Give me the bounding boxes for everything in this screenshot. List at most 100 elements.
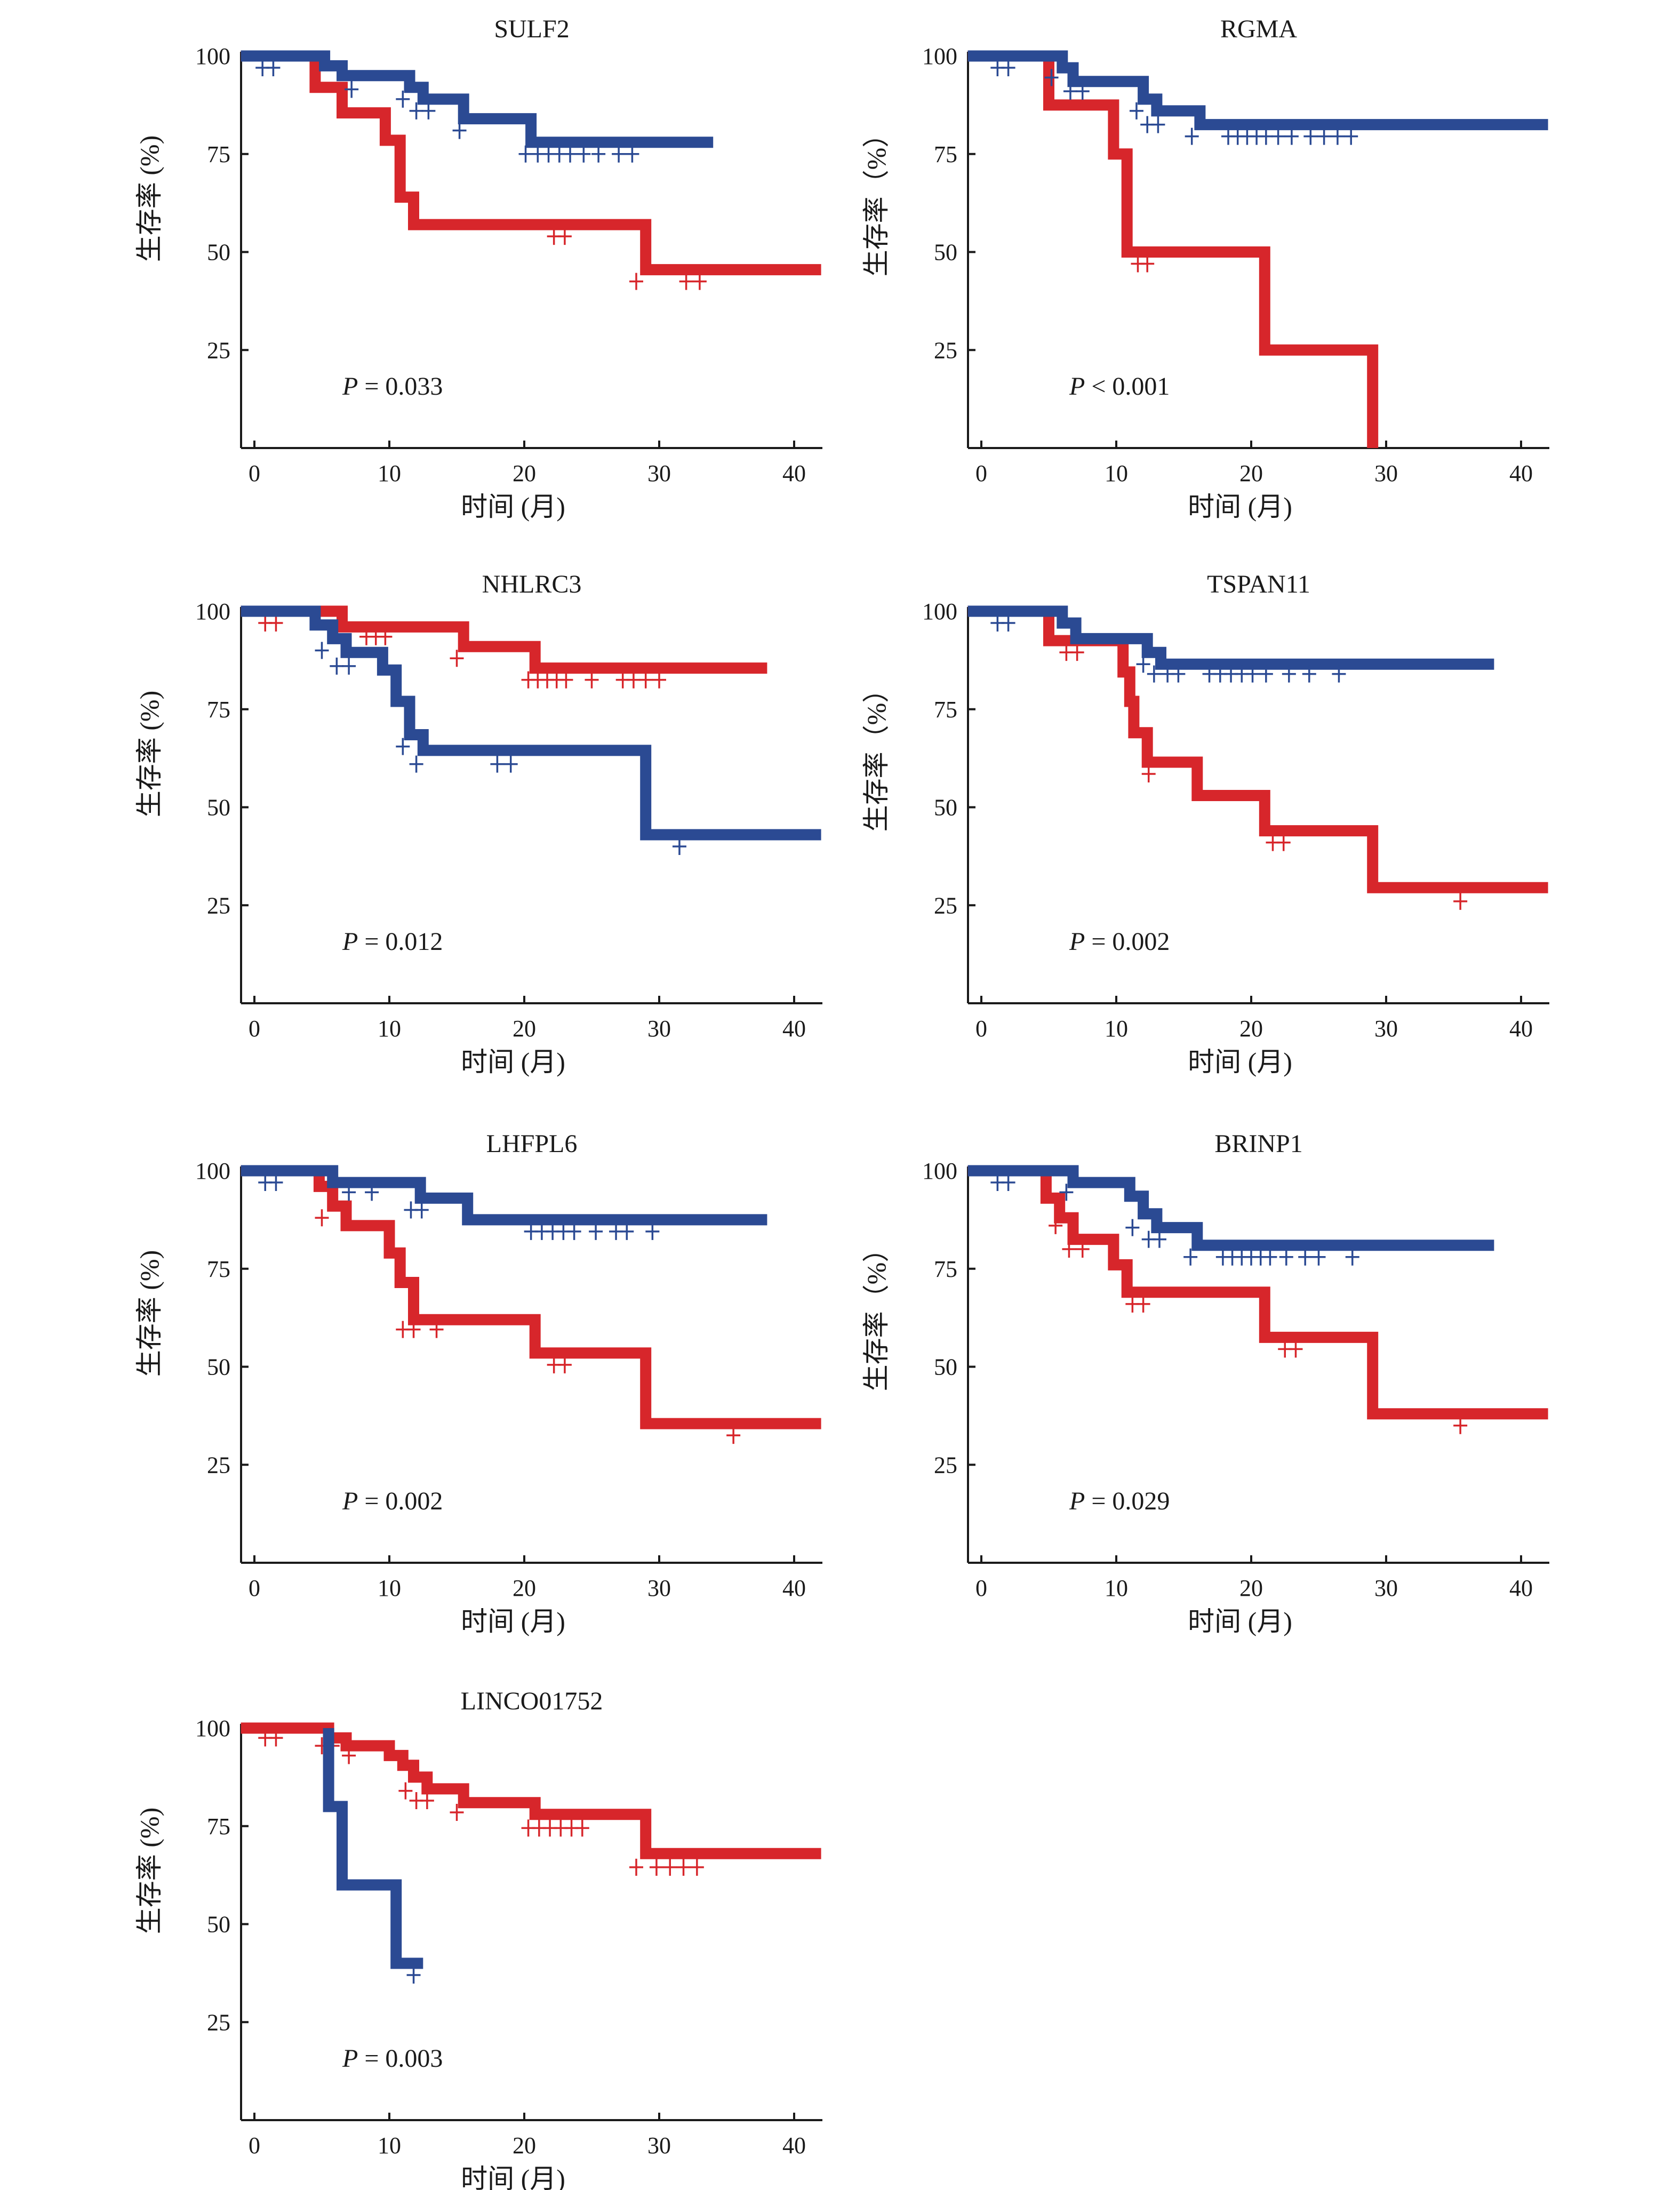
x-tick-label: 0	[249, 2132, 260, 2159]
survival-curve-red	[241, 50, 821, 276]
p-value: < 0.001	[1085, 372, 1170, 401]
km-panel-3: NHLRC3 25 50 75 100 0 10 20 30 40 时间 (月) 生存率 (%) P =…	[134, 570, 822, 1077]
censor-mark-blue	[1330, 127, 1345, 145]
censor-mark-red	[557, 1356, 572, 1373]
censor-mark-blue	[589, 1222, 603, 1240]
censor-mark-red	[652, 671, 666, 689]
censor-mark-red	[679, 273, 693, 290]
p-value-annotation: P = 0.012	[342, 928, 443, 956]
censor-mark-red	[629, 1858, 643, 1876]
x-tick-label: 20	[513, 1016, 536, 1042]
x-tick-label: 0	[975, 1016, 987, 1042]
censor-mark-blue	[1075, 83, 1090, 100]
censor-mark-blue	[612, 145, 626, 163]
censor-mark-blue	[406, 1967, 421, 1984]
x-tick-label: 20	[513, 2132, 536, 2159]
x-tick-label: 40	[782, 460, 806, 486]
y-tick-label: 100	[195, 1158, 230, 1184]
x-tick-label: 20	[1239, 460, 1263, 486]
censor-mark-red	[626, 671, 641, 689]
x-axis-label: 时间 (月)	[461, 1047, 565, 1077]
survival-curve-red	[241, 1722, 821, 1859]
km-panel-6: BRINP1 25 50 75 100 0 10 20 30 40 时间 (月) 生存率（%） P = …	[861, 1130, 1549, 1636]
censor-mark-blue	[645, 1222, 660, 1240]
km-panel-1: SULF2 25 50 75 100 0 10 20 30 40 时间 (月) 生存率 (%) P = …	[134, 15, 822, 522]
x-tick-label: 10	[378, 460, 401, 486]
censor-mark-red	[378, 628, 393, 645]
x-tick-label: 40	[782, 1575, 806, 1601]
censor-mark-red	[1075, 1241, 1090, 1258]
y-axis-label: 生存率 (%)	[134, 1808, 164, 1934]
censor-mark-blue	[342, 657, 356, 675]
p-value: = 0.012	[358, 928, 443, 956]
censor-mark-blue	[266, 59, 281, 77]
p-symbol: P	[1069, 372, 1085, 401]
p-symbol: P	[342, 2044, 358, 2073]
censor-mark-blue	[1259, 127, 1273, 145]
censor-mark-red	[649, 1858, 663, 1876]
censor-mark-blue	[1345, 1248, 1359, 1266]
censor-mark-blue	[503, 755, 518, 773]
y-tick-label: 100	[195, 43, 230, 69]
chart-title: RGMA	[1220, 15, 1297, 43]
y-tick-label: 50	[207, 239, 230, 266]
censor-mark-blue	[1129, 102, 1143, 119]
censor-mark-blue	[567, 1222, 581, 1240]
chart-title: TSPAN11	[1207, 570, 1310, 598]
x-axis-label: 时间 (月)	[1188, 492, 1292, 522]
censor-mark-blue	[365, 1184, 379, 1201]
censor-mark-blue	[414, 1201, 429, 1219]
km-panel-4: TSPAN11 25 50 75 100 0 10 20 30 40 时间 (月) 生存率（%） P =…	[861, 570, 1549, 1077]
censor-mark-red	[1062, 1241, 1076, 1258]
censor-mark-blue	[1183, 1248, 1198, 1266]
censor-mark-blue	[1302, 665, 1316, 683]
censor-mark-blue	[1063, 83, 1077, 100]
censor-mark-red	[690, 1858, 704, 1876]
censor-mark-blue	[577, 145, 591, 163]
x-tick-label: 0	[249, 1016, 260, 1042]
censor-mark-blue	[1059, 1184, 1074, 1201]
censor-mark-blue	[1259, 665, 1273, 683]
censor-mark-red	[1289, 1340, 1303, 1358]
censor-mark-blue	[1171, 665, 1186, 683]
censor-mark-red	[663, 1858, 677, 1876]
censor-mark-blue	[1152, 1230, 1166, 1248]
x-tick-label: 10	[1105, 1575, 1128, 1601]
x-tick-label: 30	[647, 2132, 671, 2159]
y-tick-label: 75	[207, 1256, 230, 1282]
censor-mark-blue	[409, 755, 423, 773]
censor-mark-red	[692, 273, 707, 290]
x-tick-label: 30	[647, 460, 671, 486]
p-symbol: P	[1069, 1487, 1085, 1515]
censor-mark-blue	[1001, 59, 1015, 77]
censor-mark-blue	[1332, 665, 1346, 683]
censor-mark-red	[559, 671, 573, 689]
p-symbol: P	[1069, 928, 1085, 956]
survival-curve-blue	[967, 50, 1548, 131]
x-axis-label: 时间 (月)	[1188, 1606, 1292, 1636]
x-tick-label: 40	[782, 2132, 806, 2159]
x-tick-label: 20	[1239, 1575, 1263, 1601]
p-value-annotation: P = 0.029	[1069, 1487, 1170, 1515]
x-tick-label: 30	[1374, 1016, 1398, 1042]
censor-mark-blue	[1151, 116, 1165, 133]
censor-mark-red	[585, 671, 599, 689]
censor-mark-blue	[563, 145, 578, 163]
p-value: = 0.002	[358, 1487, 443, 1515]
censor-mark-red	[1453, 1417, 1468, 1434]
x-axis-label: 时间 (月)	[1188, 1047, 1292, 1077]
y-tick-label: 75	[934, 697, 957, 723]
censor-mark-red	[1141, 765, 1156, 783]
y-tick-label: 75	[207, 1813, 230, 1840]
y-axis-label: 生存率（%）	[861, 676, 891, 832]
p-symbol: P	[342, 928, 358, 956]
y-tick-label: 25	[934, 337, 957, 363]
km-panel-7: LINCO01752 25 50 75 100 0 10 20 30 40 时间 (月) 生存率 (%…	[134, 1687, 822, 2190]
x-tick-label: 10	[378, 1016, 401, 1042]
censor-mark-blue	[591, 145, 606, 163]
censor-mark-red	[406, 1321, 421, 1338]
x-tick-label: 40	[1509, 1016, 1533, 1042]
censor-mark-red	[726, 1427, 741, 1444]
p-value-annotation: P = 0.033	[342, 372, 443, 401]
censor-mark-red	[342, 1747, 356, 1764]
